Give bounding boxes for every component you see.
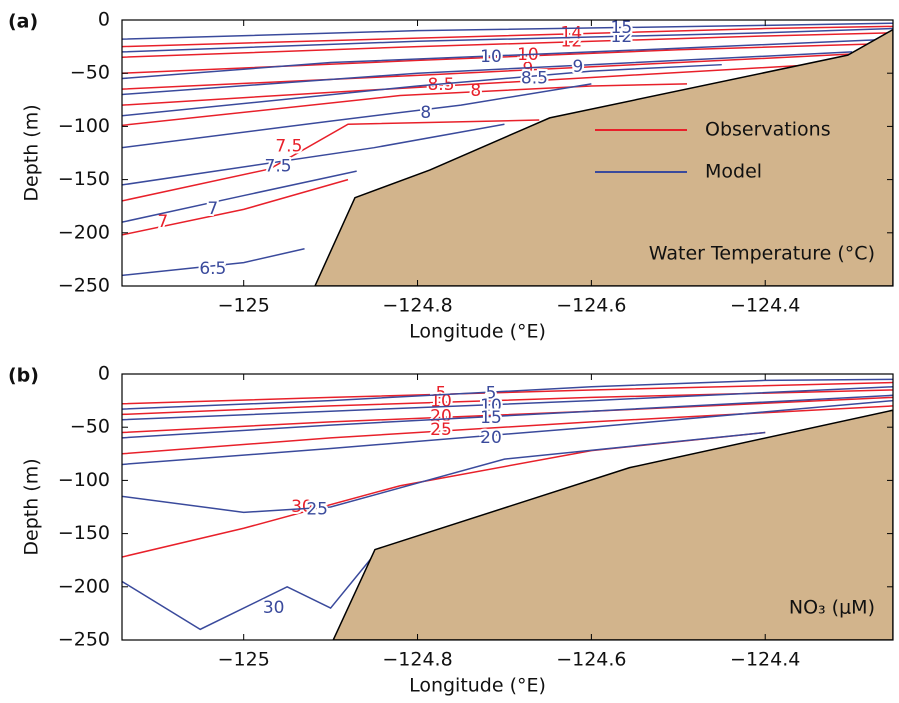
y-tick-label: −200 [58,575,110,597]
contour-label: 20 [430,407,452,427]
contour-label: 7 [157,212,168,232]
x-axis-label: Longitude (°E) [409,675,546,697]
x-tick-label: −124.8 [382,295,452,317]
y-tick-label: −200 [58,221,110,243]
y-tick-label: 0 [98,9,110,31]
contour-label: 6.5 [199,259,226,279]
y-tick-label: −250 [58,629,110,651]
contour-line [122,25,893,48]
y-axis-label: Depth (m) [21,458,43,555]
contour-line [122,38,893,80]
y-tick-label: −150 [58,168,110,190]
contour-label: 20 [480,428,502,448]
contour-label: 5 [436,384,447,404]
contour-line [122,53,853,90]
contour-line [122,386,893,421]
contour-line [122,32,893,58]
contour-label: 8.5 [521,69,548,89]
contour-line [122,399,893,466]
contour-line [122,83,688,127]
contour-line [122,51,853,96]
contour-label: 15 [480,408,502,428]
x-tick-label: −124.4 [730,295,800,317]
legend-label: Observations [705,119,831,141]
contour-label: 15 [611,18,633,38]
contour-label: 30 [263,598,285,618]
x-tick-label: −125 [218,295,270,317]
y-tick-label: −50 [70,416,110,438]
panel-label: (b) [8,365,39,387]
axes-frame [121,19,894,287]
contour-label: 30 [291,497,313,517]
contour-label: 9 [573,57,584,77]
contour-line [122,378,893,410]
contour-label: 7.5 [265,156,292,176]
contour-label: 8 [420,103,431,123]
contour-line [122,178,349,236]
legend-label: Model [705,161,762,183]
contour-line [122,61,853,106]
y-tick-label: −50 [70,62,110,84]
contour-label: 10 [480,396,502,416]
seafloor [314,28,893,286]
x-tick-label: −124.4 [730,649,800,671]
contour-line [122,119,540,202]
y-tick-label: −150 [58,522,110,544]
contour-label: 7 [207,199,218,219]
x-tick-label: −124.8 [382,649,452,671]
contour-label: 25 [306,500,328,520]
seafloor [332,409,893,640]
y-tick-label: −100 [58,469,110,491]
x-tick-label: −125 [218,649,270,671]
y-axis-label: Depth (m) [21,104,43,201]
panel-label: (a) [8,11,38,33]
contour-line [122,394,893,439]
y-tick-label: 0 [98,363,110,385]
x-tick-label: −124.6 [556,295,626,317]
y-tick-label: −250 [58,275,110,297]
contour-line [122,22,893,40]
contour-line [122,248,305,277]
contour-label: 10 [480,47,502,67]
contour-line [122,27,893,53]
x-axis-label: Longitude (°E) [409,321,546,343]
contour-label: 25 [430,420,452,440]
contour-line [122,83,592,149]
y-tick-label: −100 [58,115,110,137]
contour-line [122,63,722,117]
x-tick-label: −124.6 [556,649,626,671]
contour-line [122,554,375,631]
axes-frame [121,373,894,641]
contour-label: 14 [561,23,583,43]
annotation: NO₃ (μM) [789,597,875,619]
contour-label: 9 [523,59,534,79]
contour-label: 7.5 [275,137,302,157]
contour-line [122,170,357,223]
contour-label: 12 [611,27,633,47]
contour-line [122,396,893,434]
contour-label: 5 [486,384,497,404]
contour-line [122,431,766,514]
annotation: Water Temperature (°C) [649,243,875,265]
contour-line [122,123,505,186]
